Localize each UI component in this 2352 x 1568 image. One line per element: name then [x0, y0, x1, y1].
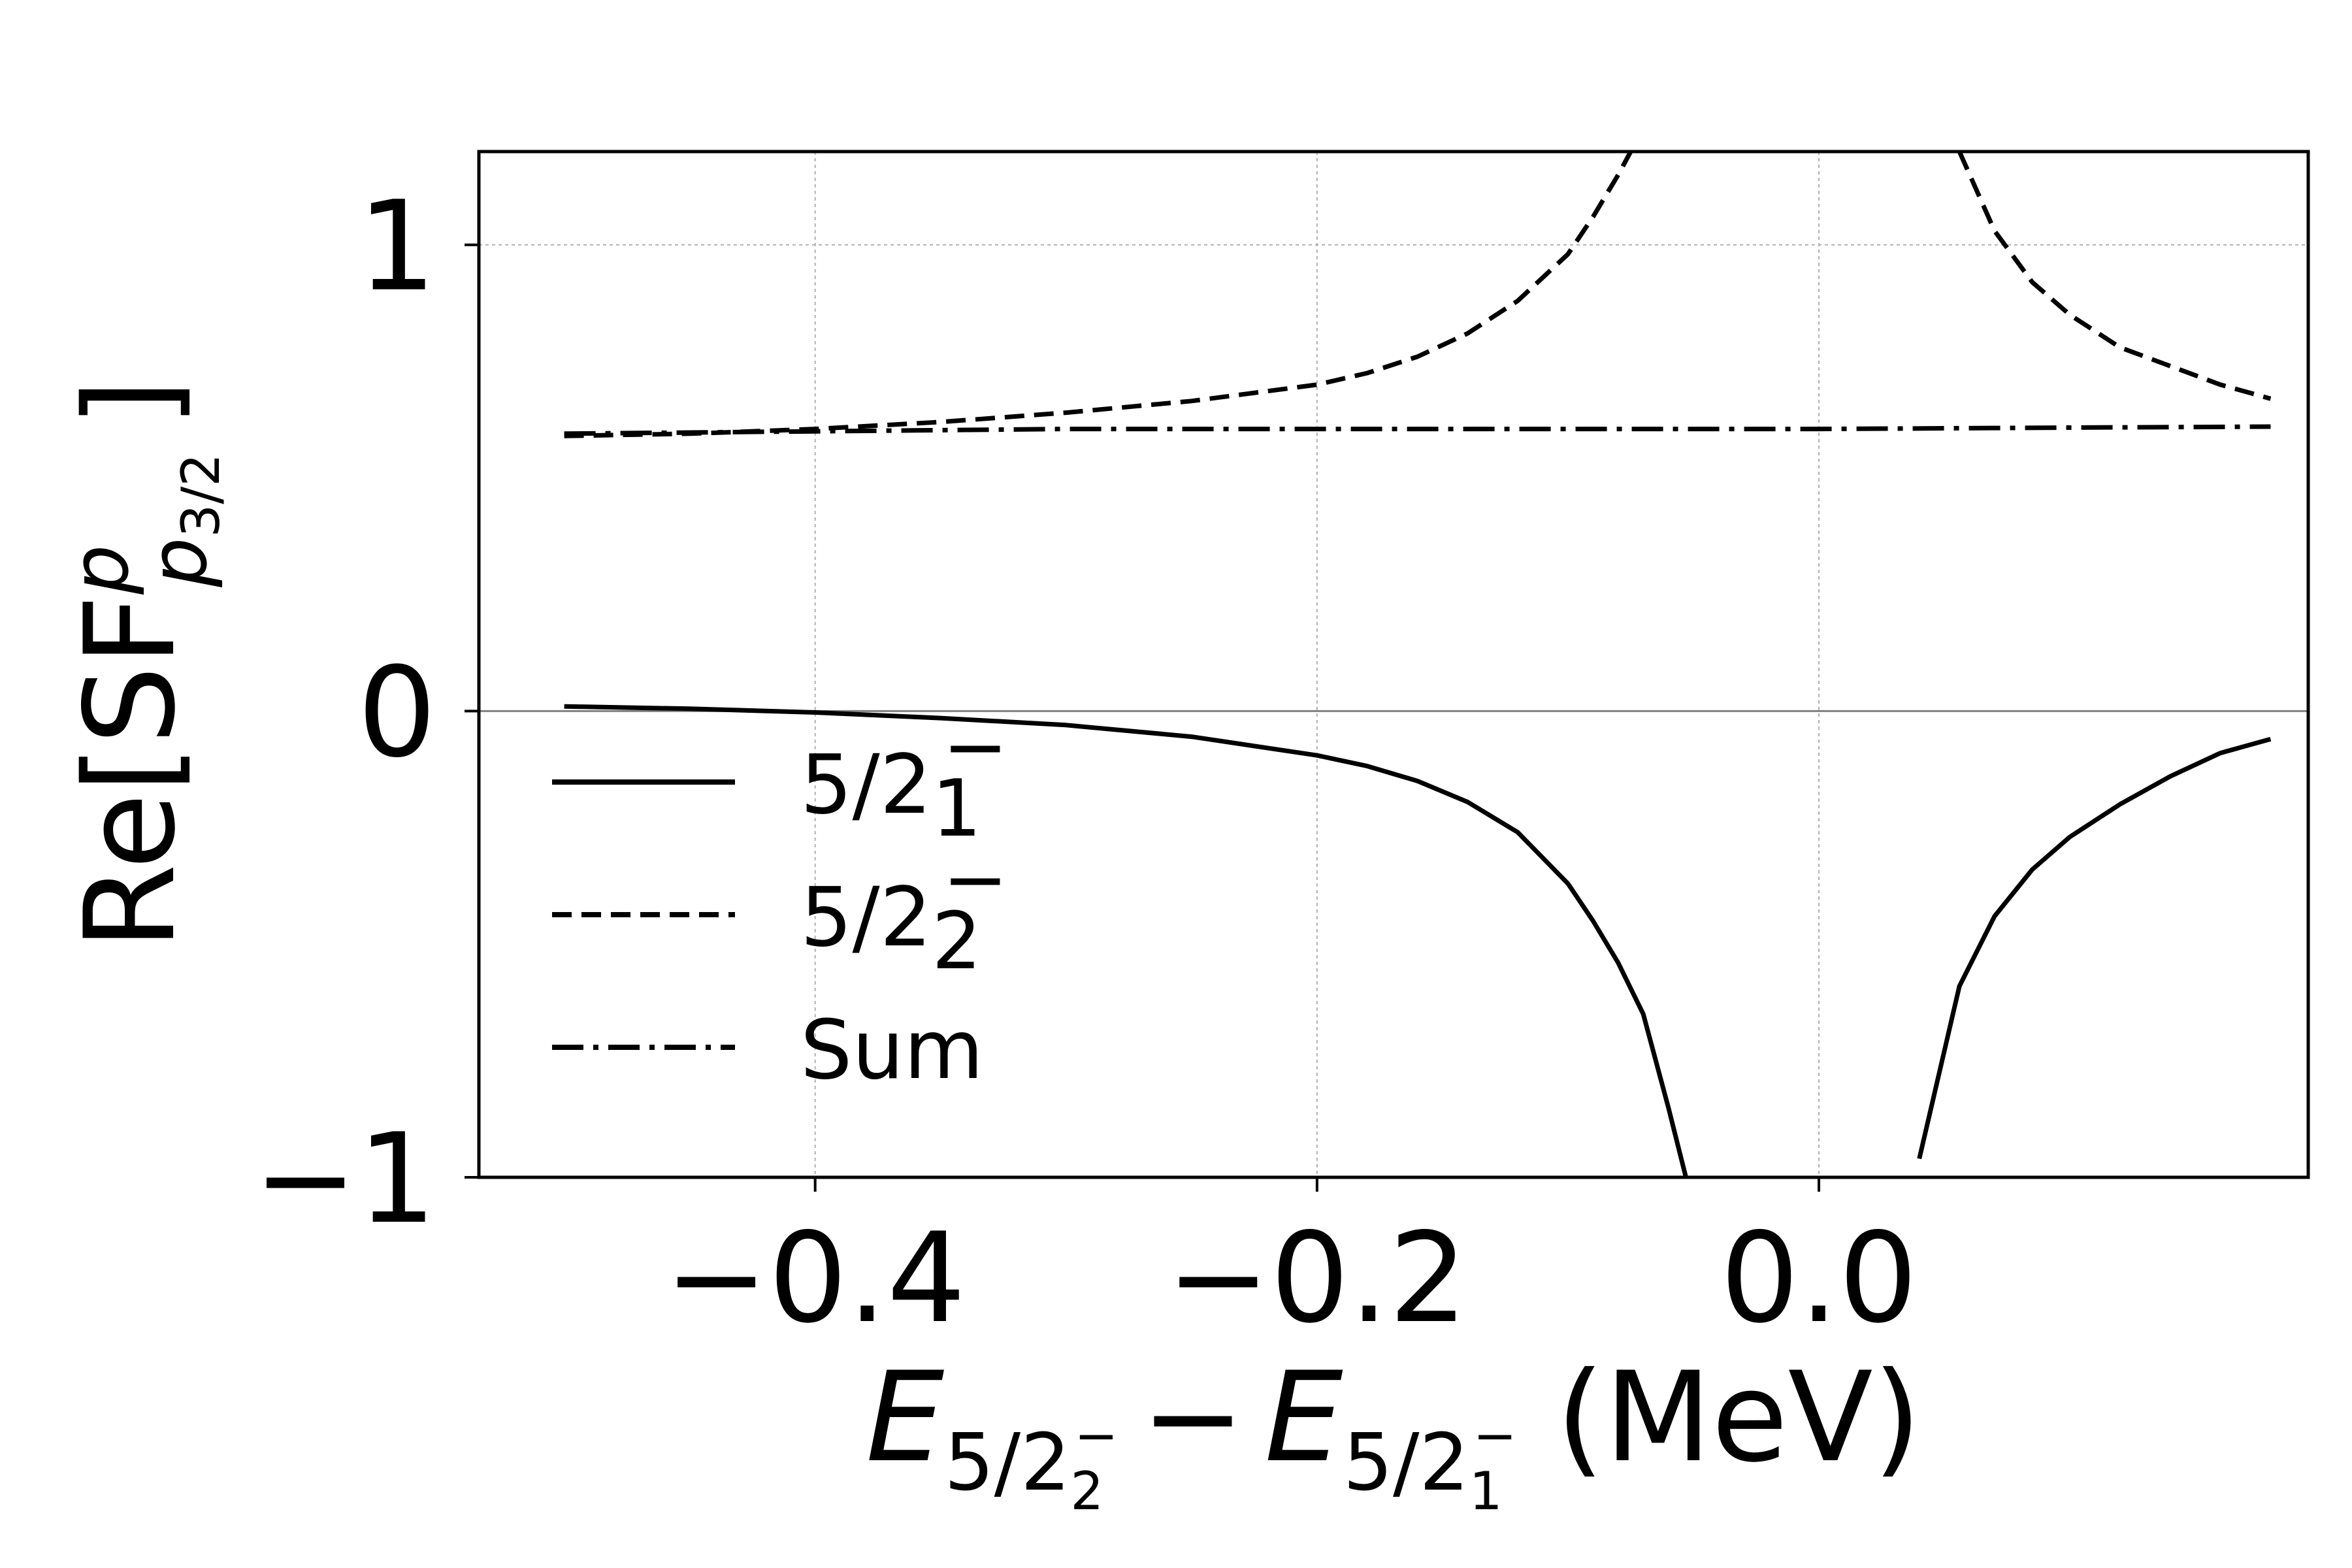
series-line-dashed	[1957, 152, 2272, 401]
series-lines	[564, 152, 2272, 1177]
legend-label-sum: Sum	[800, 1003, 983, 1098]
legend: 5/21− 5/22− Sum	[552, 702, 1008, 1098]
y-tick-label: 1	[357, 174, 436, 319]
plot-frame	[477, 150, 2310, 1179]
series-line-dashed	[564, 152, 1633, 438]
y-tick-label: −1	[253, 1107, 436, 1251]
legend-label-dashed: 5/22−	[800, 834, 1008, 987]
axis-ticks: −0.4 −0.2 0.0 −1 0 1	[253, 174, 1918, 1350]
legend-label-solid: 5/21−	[800, 702, 1008, 855]
x-tick-label: 0.0	[1720, 1206, 1918, 1350]
x-tick-label: −0.4	[664, 1206, 966, 1350]
x-tick-label: −0.2	[1166, 1206, 1467, 1350]
x-axis-label: E5/22− − E5/21− (MeV)	[866, 1345, 1921, 1522]
y-tick-label: 0	[357, 640, 436, 785]
series-line-solid	[564, 704, 1688, 1177]
y-axis-label: Re[SFpp3/2]	[56, 379, 231, 951]
series-line-solid	[1917, 736, 2272, 1160]
series-line-dashdot	[564, 424, 2271, 436]
